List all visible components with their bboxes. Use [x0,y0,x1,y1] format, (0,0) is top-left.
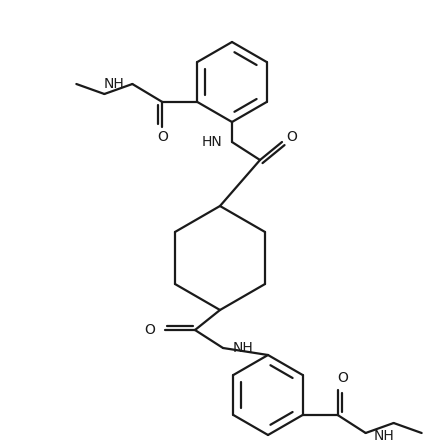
Text: O: O [144,323,155,337]
Text: O: O [337,371,348,385]
Text: NH: NH [233,341,254,355]
Text: HN: HN [201,135,222,149]
Text: O: O [157,130,168,144]
Text: O: O [286,130,297,144]
Text: NH: NH [104,77,124,91]
Text: NH: NH [374,429,394,443]
